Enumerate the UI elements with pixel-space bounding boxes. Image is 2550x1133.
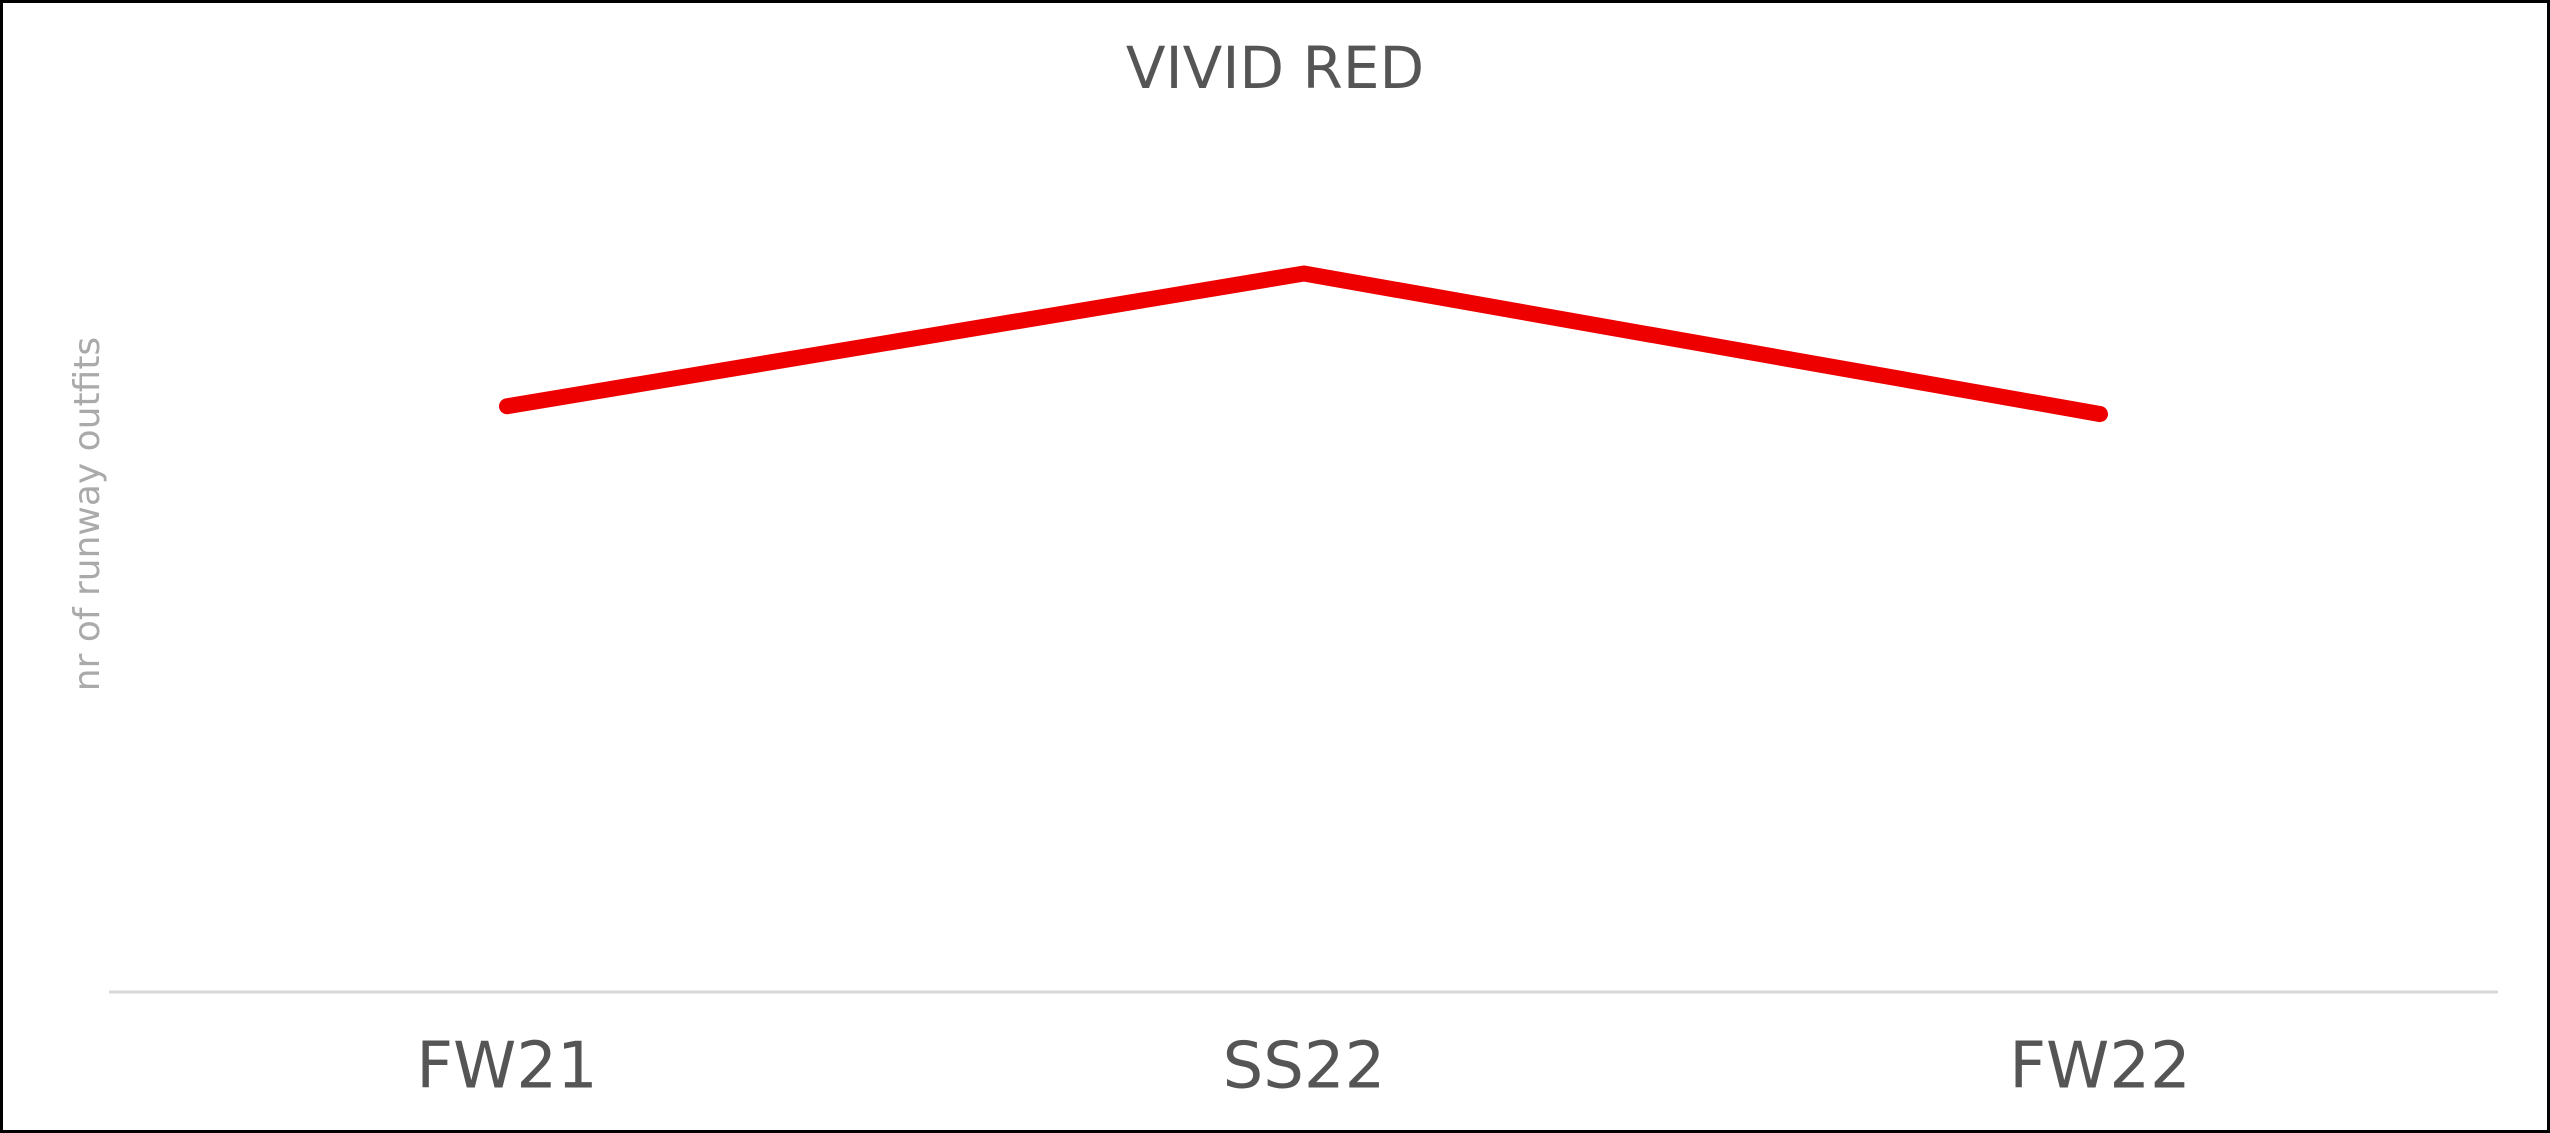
x-tick-label: FW22 (2009, 1030, 2191, 1104)
x-tick-label: SS22 (1223, 1030, 1386, 1104)
y-axis-label: nr of runway outfits (67, 337, 108, 691)
data-line (499, 265, 2108, 423)
chart-title: VIVID RED (1126, 34, 1424, 102)
x-tick-label: FW21 (416, 1030, 598, 1104)
